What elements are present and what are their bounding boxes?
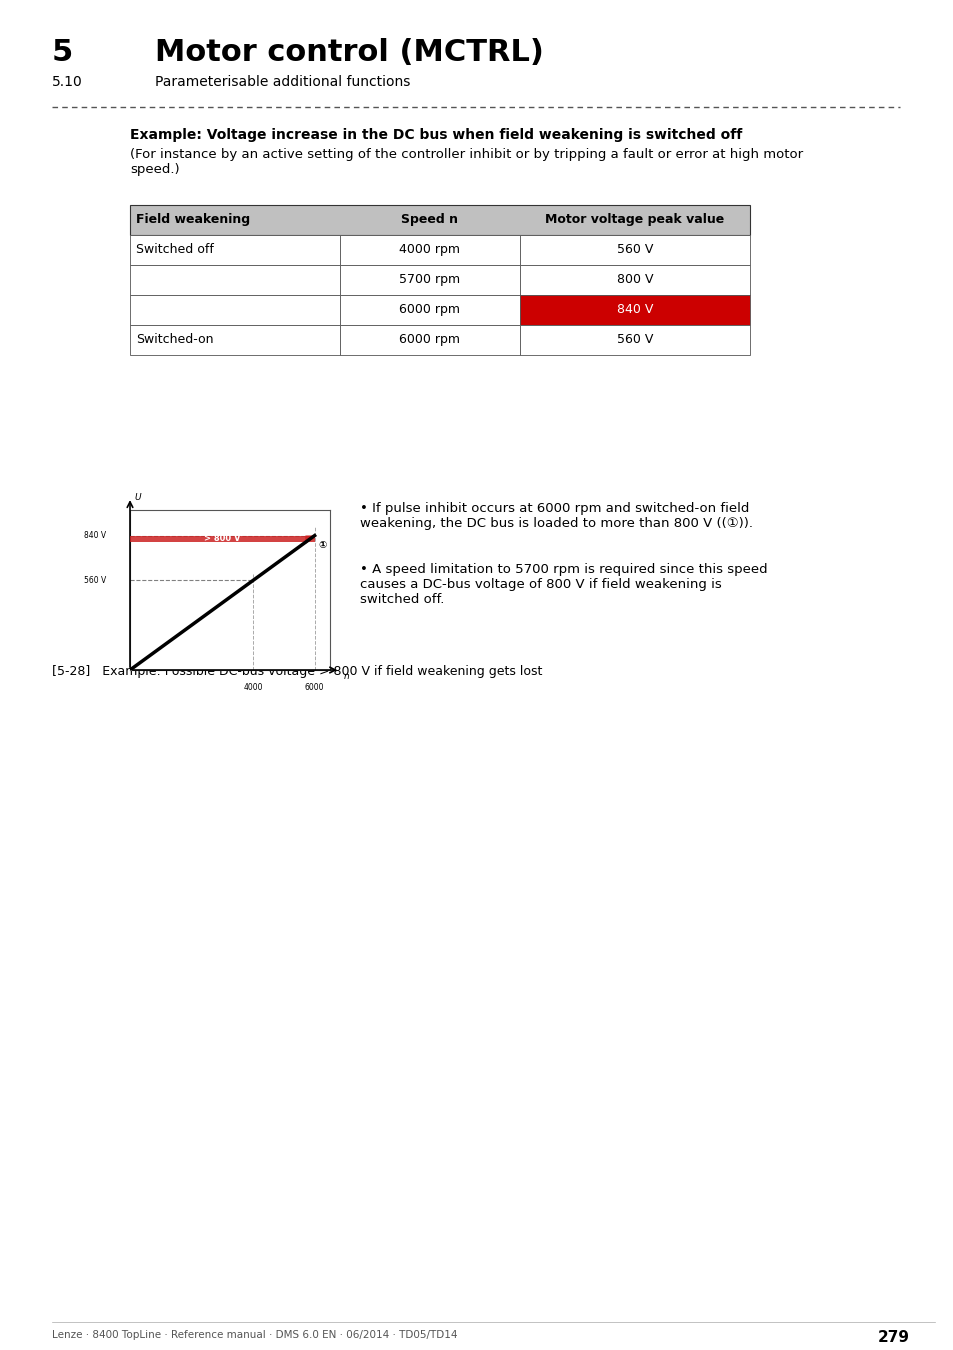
Text: > 800 V: > 800 V bbox=[204, 535, 240, 543]
Text: 6000: 6000 bbox=[305, 683, 324, 691]
Bar bbox=[339, 235, 519, 265]
Text: • A speed limitation to 5700 rpm is required since this speed
causes a DC-bus vo: • A speed limitation to 5700 rpm is requ… bbox=[359, 563, 767, 606]
Text: 6000 rpm: 6000 rpm bbox=[399, 302, 460, 316]
Text: Lenze · 8400 TopLine · Reference manual · DMS 6.0 EN · 06/2014 · TD05/TD14: Lenze · 8400 TopLine · Reference manual … bbox=[52, 1330, 457, 1341]
Bar bbox=[519, 265, 749, 296]
Bar bbox=[130, 205, 749, 235]
Bar bbox=[339, 296, 519, 325]
Text: • If pulse inhibit occurs at 6000 rpm and switched-on field
weakening, the DC bu: • If pulse inhibit occurs at 6000 rpm an… bbox=[359, 502, 752, 531]
Bar bbox=[130, 296, 339, 325]
Text: 5: 5 bbox=[52, 38, 73, 68]
Text: 4000 rpm: 4000 rpm bbox=[399, 243, 460, 256]
Text: Example: Voltage increase in the DC bus when field weakening is switched off: Example: Voltage increase in the DC bus … bbox=[130, 128, 741, 142]
Text: Switched off: Switched off bbox=[136, 243, 213, 256]
Text: Motor control (MCTRL): Motor control (MCTRL) bbox=[154, 38, 543, 68]
Text: 840 V: 840 V bbox=[617, 302, 653, 316]
Text: 560 V: 560 V bbox=[617, 333, 653, 346]
Text: 800 V: 800 V bbox=[616, 273, 653, 286]
Text: 4000: 4000 bbox=[243, 683, 262, 691]
Bar bbox=[339, 325, 519, 355]
Bar bbox=[339, 265, 519, 296]
Text: 560 V: 560 V bbox=[617, 243, 653, 256]
Text: 6000 rpm: 6000 rpm bbox=[399, 333, 460, 346]
Text: n: n bbox=[344, 672, 350, 680]
Text: 279: 279 bbox=[877, 1330, 909, 1345]
Text: U: U bbox=[134, 493, 141, 502]
Bar bbox=[130, 235, 339, 265]
Text: Field weakening: Field weakening bbox=[136, 213, 250, 225]
Bar bbox=[130, 325, 339, 355]
Text: Motor voltage peak value: Motor voltage peak value bbox=[545, 213, 724, 225]
Text: Switched-on: Switched-on bbox=[136, 333, 213, 346]
Bar bbox=[519, 235, 749, 265]
Bar bbox=[519, 325, 749, 355]
Text: ①: ① bbox=[318, 540, 326, 551]
Text: 5.10: 5.10 bbox=[52, 76, 83, 89]
Text: (For instance by an active setting of the controller inhibit or by tripping a fa: (For instance by an active setting of th… bbox=[130, 148, 802, 176]
Bar bbox=[130, 265, 339, 296]
Text: 5700 rpm: 5700 rpm bbox=[399, 273, 460, 286]
Text: Parameterisable additional functions: Parameterisable additional functions bbox=[154, 76, 410, 89]
Bar bbox=[130, 536, 314, 541]
Bar bbox=[519, 296, 749, 325]
Text: 560 V: 560 V bbox=[84, 576, 106, 585]
Text: Speed n: Speed n bbox=[401, 213, 458, 225]
Text: [5-28]   Example: Possible DC-bus voltage > 800 V if field weakening gets lost: [5-28] Example: Possible DC-bus voltage … bbox=[52, 666, 542, 678]
Text: 840 V: 840 V bbox=[84, 531, 106, 540]
